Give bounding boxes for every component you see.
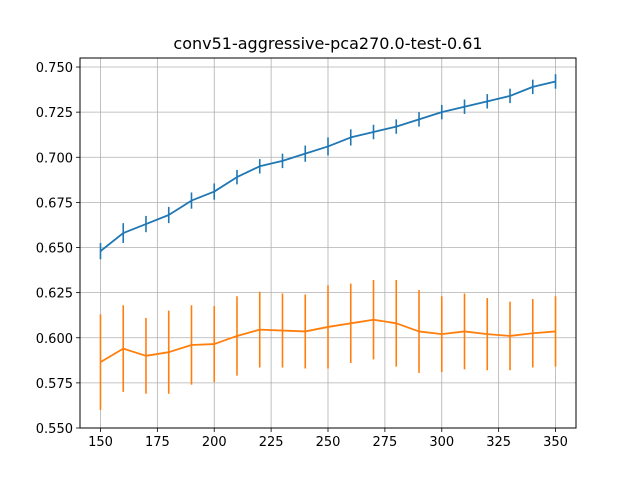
x-tick-label: 275: [372, 435, 397, 450]
y-tick-label: 0.575: [36, 377, 73, 392]
x-tick-label: 350: [543, 435, 568, 450]
x-tick-label: 300: [429, 435, 454, 450]
series-2: [99, 280, 557, 410]
y-tick-label: 0.650: [36, 242, 73, 257]
y-tick-label: 0.725: [36, 106, 73, 121]
x-tick-label: 325: [486, 435, 511, 450]
series-line: [100, 318, 556, 363]
x-tick-label: 250: [316, 435, 341, 450]
y-axis: 0.550 0.575 0.600 0.625 0.650 0.675 0.700 0.725…: [36, 61, 80, 437]
y-tick-label: 0.675: [36, 196, 73, 211]
x-tick-label: 200: [202, 435, 227, 450]
series-1: [99, 74, 557, 260]
chart-title: conv51-aggressive-pca270.0-test-0.61: [173, 34, 482, 53]
series-line: [99, 80, 556, 252]
series-group: [99, 74, 557, 410]
x-tick-label: 175: [145, 435, 170, 450]
y-tick-label: 0.600: [36, 332, 73, 347]
x-axis: 150 175 200 225 250 275 300 325 350: [88, 428, 568, 450]
y-tick-label: 0.700: [36, 151, 73, 166]
x-tick-label: 150: [88, 435, 113, 450]
y-tick-label: 0.550: [36, 422, 73, 437]
y-tick-label: 0.750: [36, 61, 73, 76]
y-tick-label: 0.625: [36, 287, 73, 302]
x-tick-label: 225: [259, 435, 284, 450]
